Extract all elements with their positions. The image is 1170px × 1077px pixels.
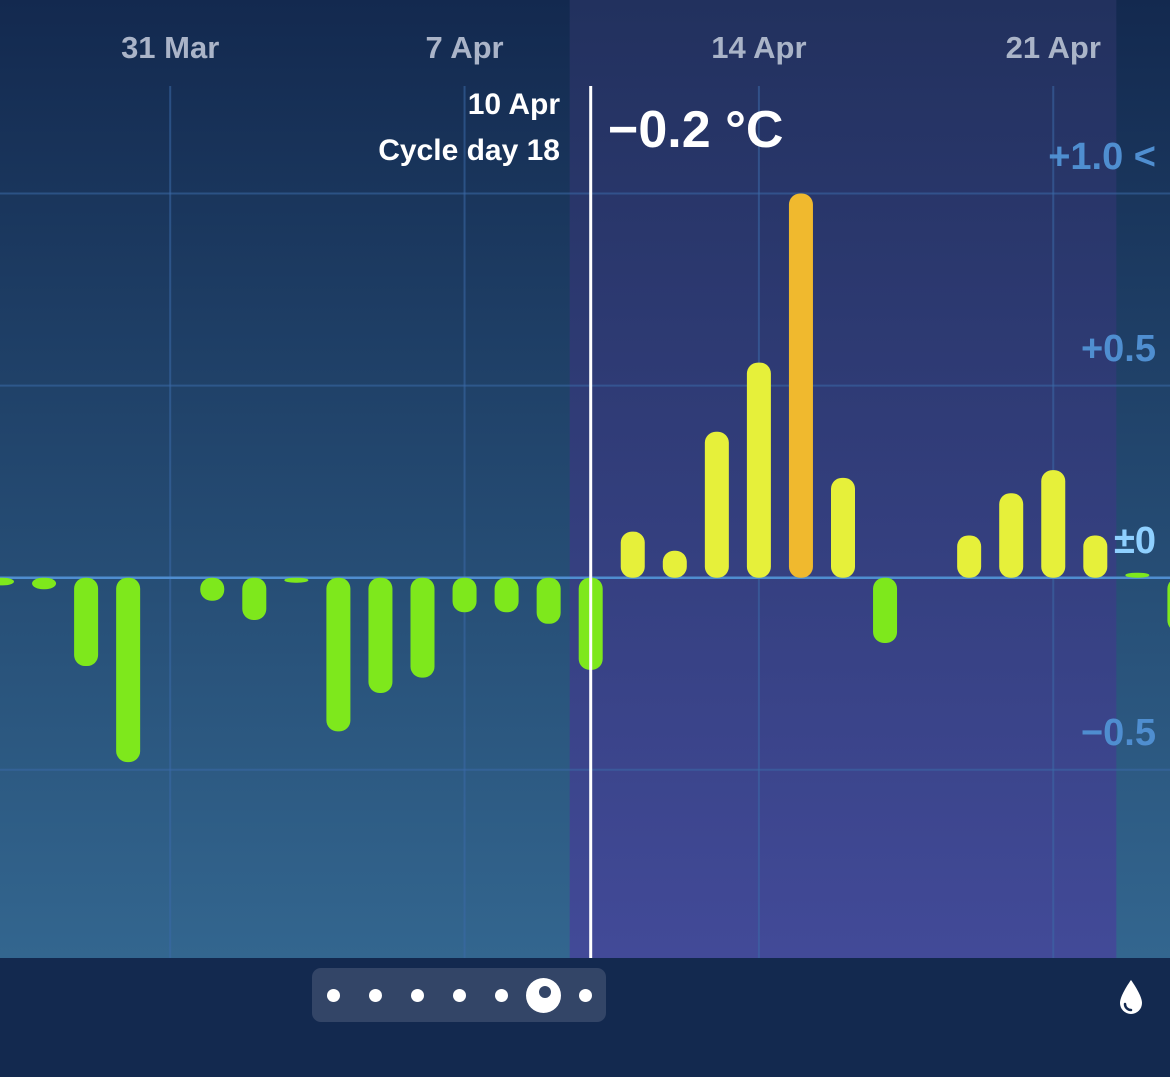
x-tick-label: 21 Apr — [1005, 30, 1101, 65]
page-dot[interactable] — [495, 989, 508, 1002]
bar[interactable] — [1125, 572, 1150, 578]
page-dot[interactable] — [411, 989, 424, 1002]
bar[interactable] — [410, 577, 435, 678]
page-dot[interactable] — [453, 989, 466, 1002]
bar[interactable] — [116, 577, 141, 763]
selected-date: 10 Apr — [467, 88, 560, 121]
selected-cycle-day: Cycle day 18 — [378, 134, 560, 167]
x-tick-label: 14 Apr — [711, 30, 807, 65]
x-tick-label: 31 Mar — [121, 30, 220, 65]
bar[interactable] — [873, 577, 898, 644]
bars — [0, 193, 1170, 763]
bar[interactable] — [746, 362, 771, 578]
bar[interactable] — [620, 531, 645, 578]
bar[interactable] — [1083, 535, 1108, 578]
bar[interactable] — [957, 535, 982, 578]
y-tick-label: ±0 — [1114, 519, 1156, 562]
bar[interactable] — [788, 193, 813, 578]
bar[interactable] — [32, 577, 57, 590]
bar[interactable] — [242, 577, 267, 620]
bar[interactable] — [831, 477, 855, 578]
drop-icon[interactable] — [1116, 976, 1146, 1016]
bar[interactable] — [494, 577, 519, 613]
bar[interactable] — [368, 577, 393, 693]
page-dot[interactable] — [579, 989, 592, 1002]
x-tick-label: 7 Apr — [425, 30, 504, 65]
bar[interactable] — [536, 577, 561, 624]
eye-dot-icon[interactable] — [526, 978, 561, 1013]
bar[interactable] — [284, 577, 309, 583]
y-tick-label: +1.0 < — [1048, 135, 1156, 178]
page-indicator[interactable] — [312, 968, 606, 1022]
bar[interactable] — [1041, 470, 1066, 578]
bar[interactable] — [326, 577, 351, 732]
page-dot[interactable] — [369, 989, 382, 1002]
bar[interactable] — [1167, 578, 1170, 632]
y-tick-label: −0.5 — [1080, 711, 1156, 754]
page-dot[interactable] — [327, 989, 340, 1002]
bar[interactable] — [452, 577, 477, 613]
bar[interactable] — [200, 577, 225, 601]
temperature-deviation-chart[interactable] — [0, 0, 1170, 958]
selected-value: −0.2 °C — [608, 101, 784, 159]
y-tick-label: +0.5 — [1080, 327, 1156, 370]
bar[interactable] — [662, 550, 687, 578]
bar[interactable] — [704, 431, 729, 578]
bar[interactable] — [0, 577, 14, 586]
bar[interactable] — [999, 493, 1024, 578]
bar[interactable] — [74, 577, 99, 667]
